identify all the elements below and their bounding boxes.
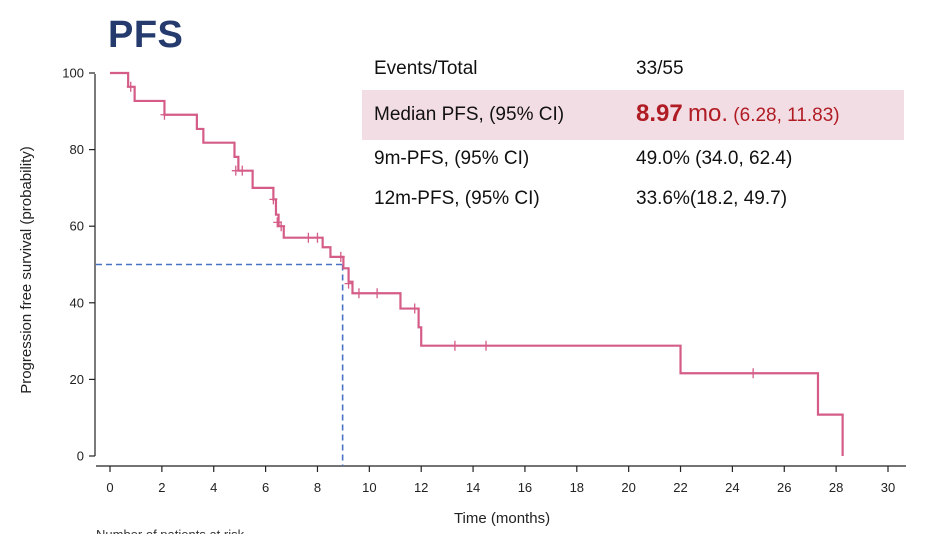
y-tick-label: 0 [77,449,84,464]
x-tick-label: 22 [673,480,687,495]
censor-mark [344,278,353,289]
y-tick-label: 80 [70,142,84,157]
x-tick-label: 8 [314,480,321,495]
censor-mark [373,288,382,299]
median-pfs-value: 8.97 [636,100,683,127]
pfs-9m-value: 49.0% (34.0, 62.4) [636,148,793,169]
x-tick-label: 2 [158,480,165,495]
censor-mark [354,288,363,299]
x-tick-label: 18 [570,480,584,495]
x-axis-title: Time (months) [454,510,550,527]
median-pfs-label: Median PFS, (95% CI) [374,104,565,125]
pfs-9m-label: 9m-PFS, (95% CI) [374,148,530,169]
censor-mark [238,165,247,176]
x-tick-label: 30 [881,480,895,495]
events-value: 33/55 [636,58,684,79]
y-axis-title: Progression free survival (probability) [18,146,35,394]
median-pfs-row: Median PFS, (95% CI) 8.97 mo. (6.28, 11.… [362,90,904,140]
censor-mark [410,303,419,314]
censor-mark [304,232,313,243]
x-tick-label: 12 [414,480,428,495]
median-pfs-ci: (6.28, 11.83) [733,105,840,126]
events-row: Events/Total 33/55 [362,50,904,90]
x-tick-label: 28 [829,480,843,495]
stats-table: Events/Total 33/55 Median PFS, (95% CI) … [362,50,904,220]
x-tick-label: 4 [210,480,217,495]
median-pfs-unit: mo. [688,100,729,127]
censor-mark [160,109,169,120]
median-pfs-value-group: 8.97 mo. (6.28, 11.83) [636,100,840,128]
events-label: Events/Total [374,58,478,79]
pfs-12m-label: 12m-PFS, (95% CI) [374,188,540,209]
pfs-9m-row: 9m-PFS, (95% CI) 49.0% (34.0, 62.4) [362,140,904,180]
censor-marks [126,81,758,379]
y-tick-label: 100 [62,66,84,81]
median-reference-lines [96,263,344,466]
y-tick-label: 60 [70,219,84,234]
y-tick-label: 40 [70,295,84,310]
x-tick-label: 14 [466,480,480,495]
censor-mark [482,340,491,351]
at-risk-heading: Number of patients at risk [96,522,244,534]
censor-mark [277,221,286,232]
pfs-12m-value: 33.6%(18.2, 49.7) [636,188,788,209]
x-tick-label: 6 [262,480,269,495]
censor-mark [269,194,278,205]
x-tick-label: 24 [725,480,739,495]
censor-mark [336,251,345,262]
pfs-12m-row: 12m-PFS, (95% CI) 33.6%(18.2, 49.7) [362,180,904,220]
censor-mark [450,340,459,351]
chart-title: PFS [108,14,184,56]
survival-curve [110,71,844,456]
x-tick-label: 0 [106,480,113,495]
x-tick-label: 10 [362,480,376,495]
x-tick-label: 16 [518,480,532,495]
x-tick-label: 20 [621,480,635,495]
x-tick-label: 26 [777,480,791,495]
pfs-step-line [110,71,844,456]
censor-mark [749,368,758,379]
censor-mark [126,81,135,92]
censor-mark [313,232,322,243]
y-tick-label: 20 [70,372,84,387]
